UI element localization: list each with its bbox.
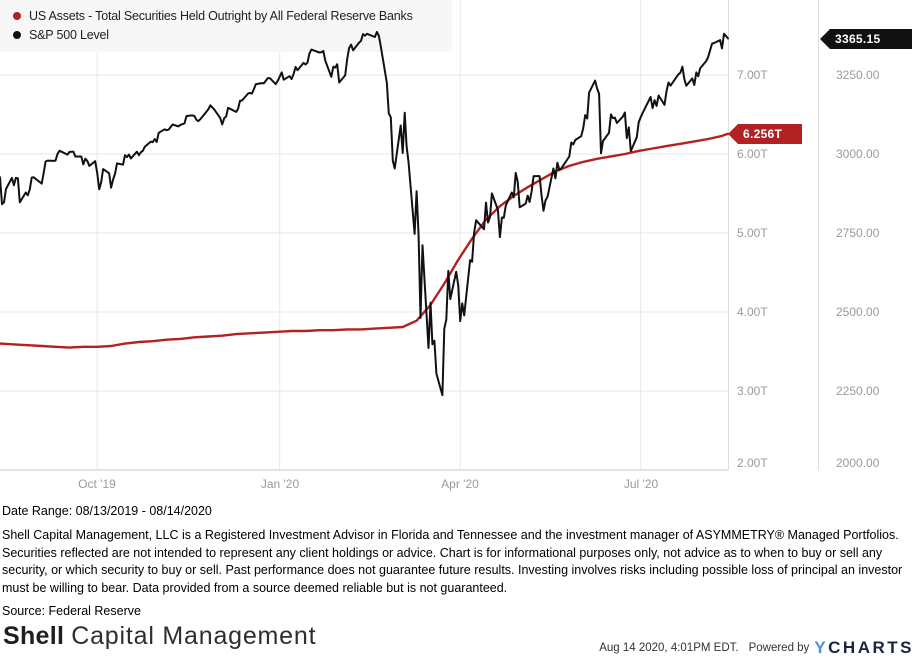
shell-capital-logo: Shell Capital Management <box>3 622 316 651</box>
legend-label: US Assets - Total Securities Held Outrig… <box>29 8 413 23</box>
sp500-axis-tick: 3250.00 <box>836 68 880 82</box>
disclaimer-text: Shell Capital Management, LLC is a Regis… <box>2 528 903 595</box>
legend-item: US Assets - Total Securities Held Outrig… <box>0 6 452 25</box>
fed-assets-line <box>0 132 730 349</box>
legend-background <box>0 0 452 52</box>
sp500-axis-tick: 2500.00 <box>836 305 880 319</box>
chart-region: US Assets - Total Securities Held Outrig… <box>0 0 912 491</box>
fed-axis-tick: 7.00T <box>737 68 768 82</box>
chart-legend: US Assets - Total Securities Held Outrig… <box>0 0 452 52</box>
legend-bullet-icon <box>13 11 21 20</box>
fed-axis-tick: 2.00T <box>737 456 768 470</box>
x-axis-tick: Jan '20 <box>260 477 300 491</box>
x-axis-tick: Apr '20 <box>441 477 479 491</box>
legend-label: S&P 500 Level <box>29 27 109 42</box>
sp500-axis-tick: 2750.00 <box>836 226 880 240</box>
attribution: Aug 14 2020, 4:01PM EDT. Powered by YCHA… <box>599 638 914 658</box>
sp500-axis-tick: 3000.00 <box>836 147 880 161</box>
sp500-axis-tick: 2250.00 <box>836 384 880 398</box>
fed-axis-tick: 4.00T <box>737 305 768 319</box>
x-axis-tick: Jul '20 <box>623 477 659 491</box>
powered-by-label: Powered by <box>748 642 810 654</box>
sp500-last-value-badge: 3365.15 <box>820 29 912 49</box>
ycharts-logo: YCHARTS <box>814 638 914 658</box>
logo-text-rest: Capital Management <box>71 622 317 650</box>
legend-bullet-icon <box>13 30 21 39</box>
fed-axis-tick: 5.00T <box>737 226 768 240</box>
fed-axis-tick: 6.00T <box>737 147 768 161</box>
footer: Shell Capital Management Aug 14 2020, 4:0… <box>0 618 919 663</box>
legend-item: S&P 500 Level <box>0 25 452 44</box>
x-axis-tick: Oct '19 <box>78 477 116 491</box>
plot-area <box>0 0 819 471</box>
source-label: Source: Federal Reserve <box>2 604 141 618</box>
fed-assets-last-value-badge: 6.256T <box>728 124 802 144</box>
date-range-label: Date Range: 08/13/2019 - 08/14/2020 <box>2 504 212 518</box>
sp500-line <box>0 30 729 397</box>
timestamp-label: Aug 14 2020, 4:01PM EDT. <box>599 642 739 654</box>
logo-text-bold: Shell <box>3 622 65 650</box>
fed-axis-tick: 3.00T <box>737 384 768 398</box>
ycharts-logo-y: Y <box>814 638 829 657</box>
sp500-axis-tick: 2000.00 <box>836 456 880 470</box>
ycharts-logo-charts: CHARTS <box>828 638 914 657</box>
